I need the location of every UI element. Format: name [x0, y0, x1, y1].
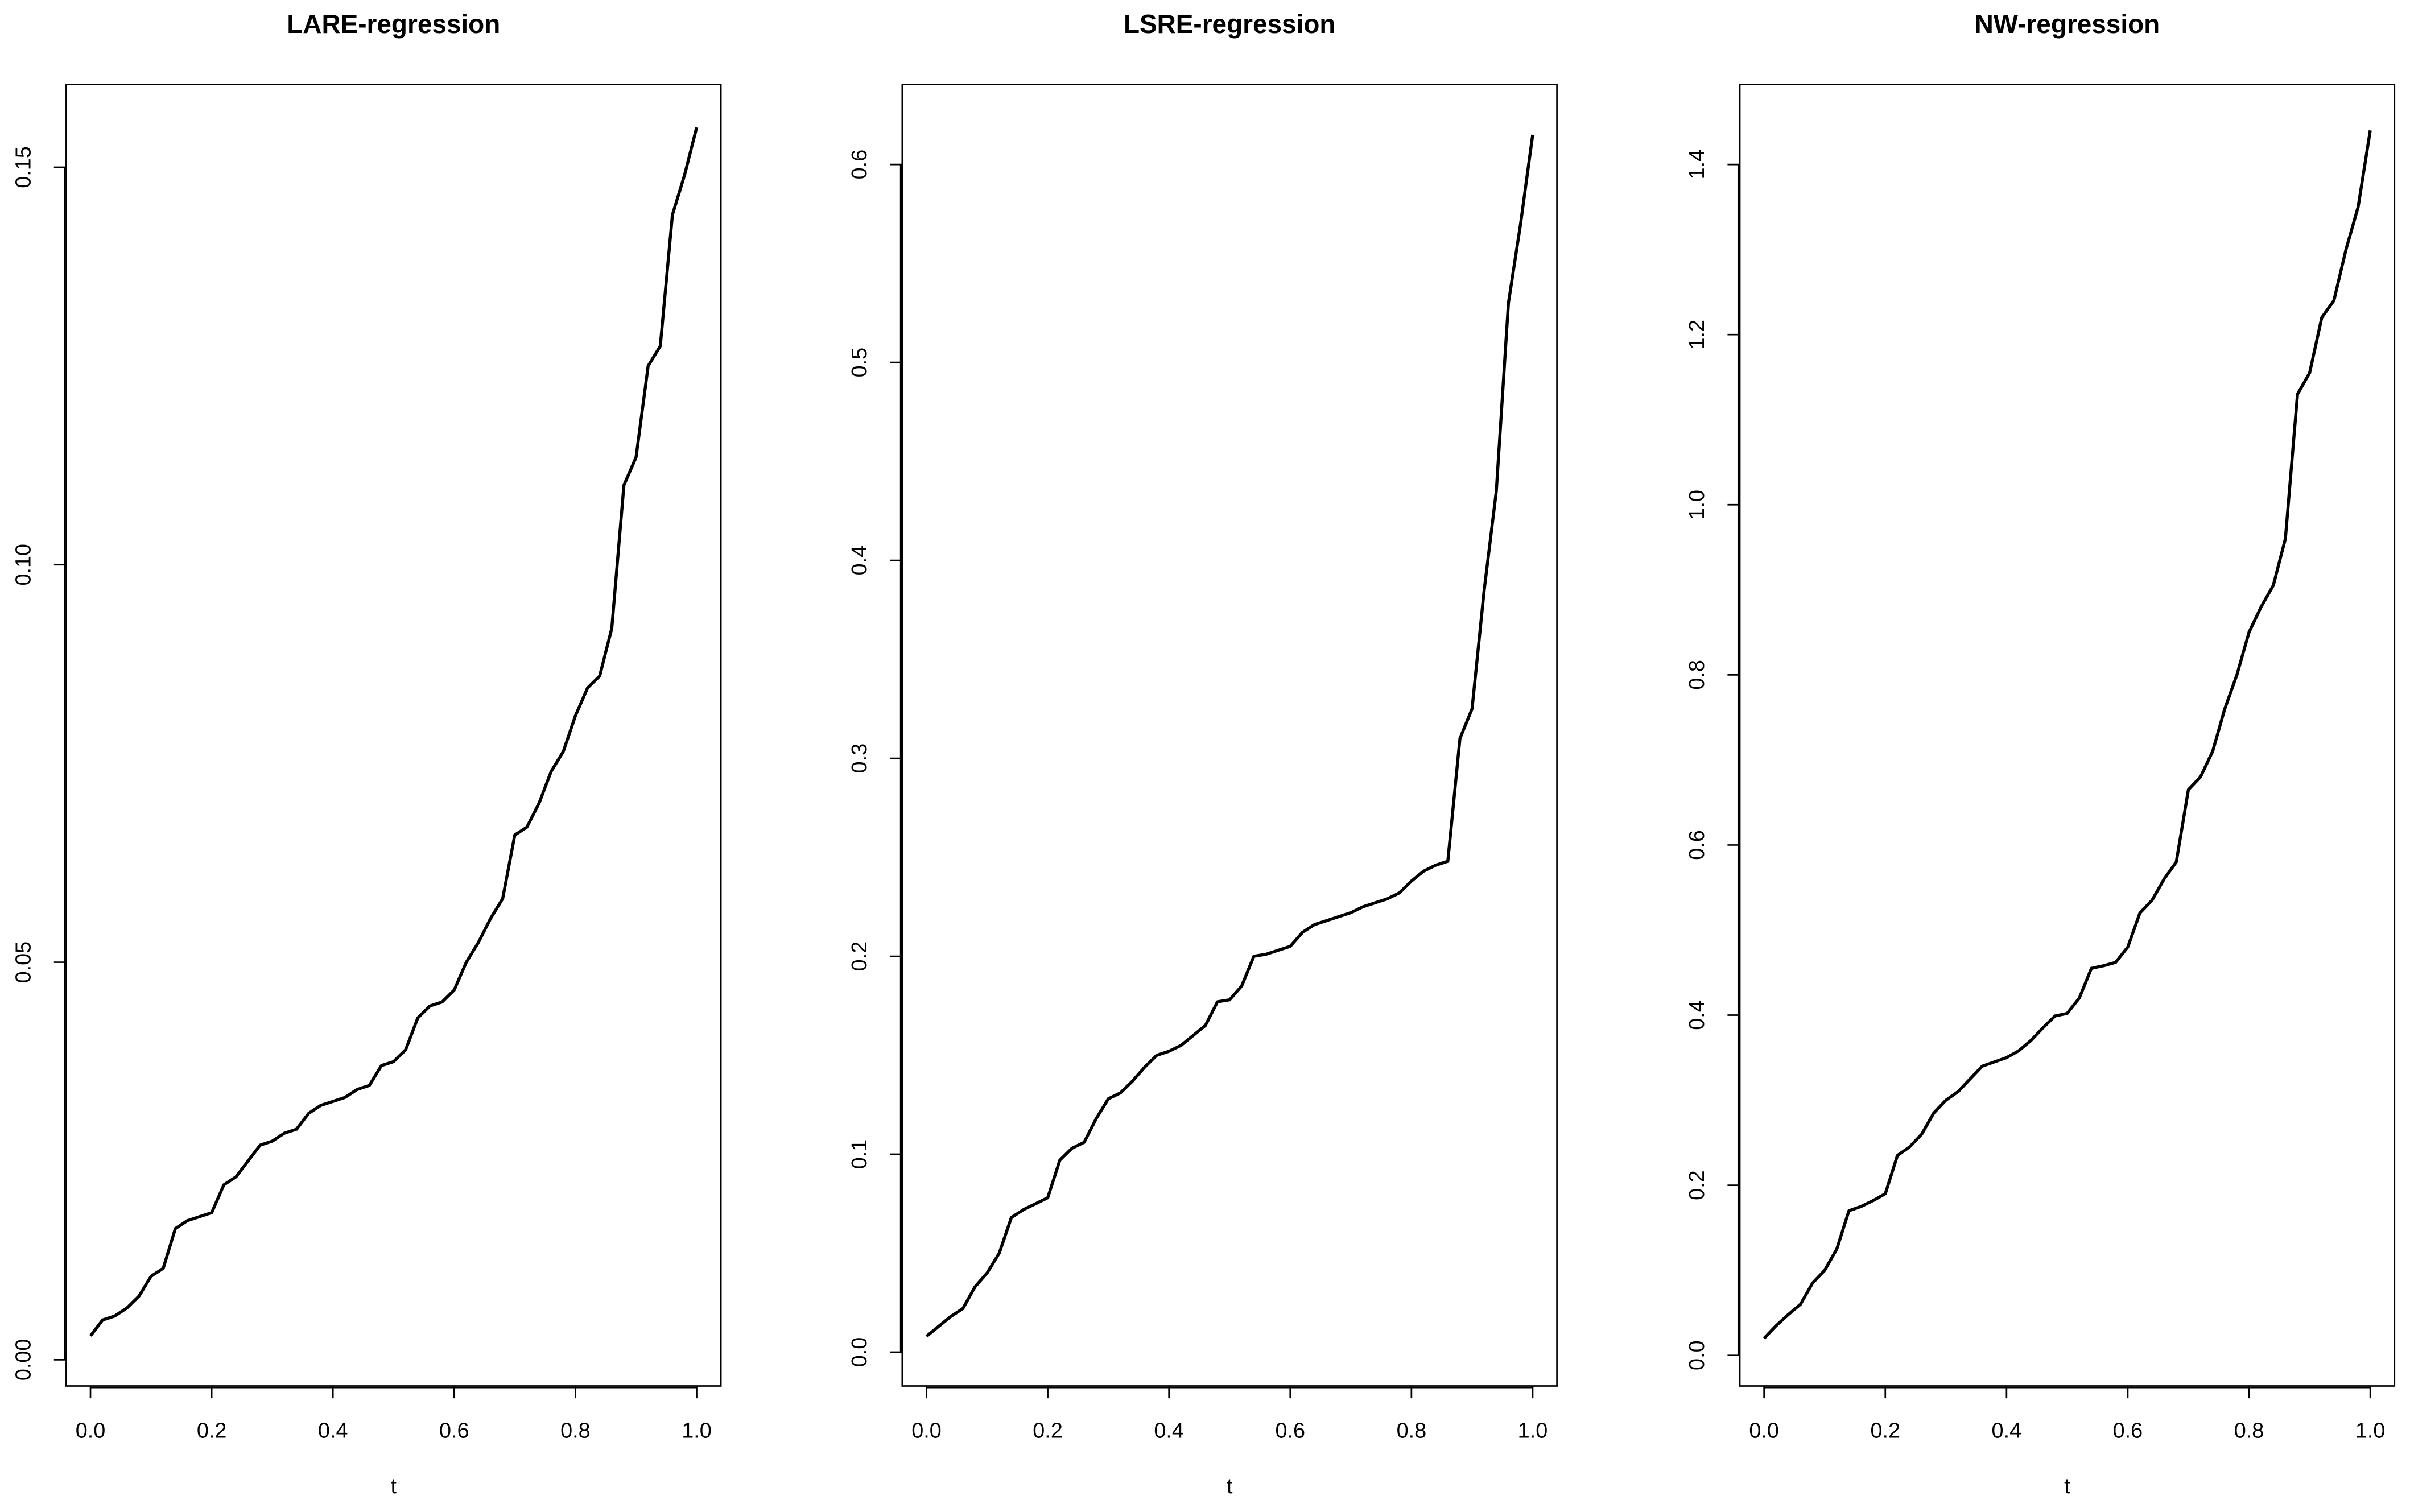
plot-frame: [1739, 84, 2396, 1387]
data-line: [89, 127, 699, 1337]
y-tick-label: 0.4: [1685, 1000, 1709, 1030]
chart-title: LARE-regression: [287, 9, 500, 39]
y-tick-label: 0.00: [11, 1339, 35, 1381]
x-axis-label: t: [1227, 1474, 1233, 1498]
y-tick-label: 0.15: [11, 146, 35, 188]
y-tick-label: 1.0: [1685, 490, 1709, 520]
y-tick-label: 1.2: [1685, 320, 1709, 350]
x-tick-label: 0.2: [1870, 1419, 1900, 1443]
x-axis-label: t: [390, 1474, 397, 1498]
x-tick-label: 0.4: [318, 1419, 348, 1443]
x-axis-label: t: [2064, 1474, 2070, 1498]
y-tick-label: 0.3: [848, 743, 872, 774]
x-tick-label: 0.6: [2113, 1419, 2143, 1443]
plot-frame: [901, 84, 1558, 1387]
y-tick-label: 0.0: [848, 1337, 872, 1368]
y-tick-label: 0.0: [1685, 1340, 1709, 1370]
x-tick-label: 0.8: [1397, 1419, 1427, 1443]
x-tick-label: 0.8: [2234, 1419, 2264, 1443]
x-tick-label: 0.4: [1992, 1419, 2022, 1443]
y-tick-label: 0.1: [848, 1139, 872, 1170]
plot-frame: [65, 84, 722, 1387]
y-tick-label: 1.4: [1685, 150, 1709, 180]
y-tick-label: 0.8: [1685, 660, 1709, 690]
x-tick-label: 1.0: [2355, 1419, 2386, 1443]
x-tick-label: 0.4: [1154, 1419, 1184, 1443]
x-tick-label: 1.0: [1518, 1419, 1548, 1443]
data-line: [925, 134, 1534, 1338]
y-tick-label: 0.5: [848, 348, 872, 378]
x-tick-label: 0.0: [911, 1419, 942, 1443]
x-tick-label: 0.6: [1275, 1419, 1305, 1443]
y-tick-label: 0.6: [1685, 830, 1709, 860]
x-tick-label: 0.8: [560, 1419, 591, 1443]
y-tick-label: 0.6: [848, 150, 872, 180]
x-tick-label: 0.2: [1033, 1419, 1063, 1443]
data-line: [1763, 130, 2372, 1340]
y-tick-label: 0.05: [11, 941, 35, 984]
y-tick-label: 0.10: [11, 544, 35, 586]
x-tick-label: 0.2: [197, 1419, 227, 1443]
x-tick-label: 0.0: [1749, 1419, 1779, 1443]
y-tick-label: 0.2: [1685, 1170, 1709, 1200]
x-tick-label: 1.0: [682, 1419, 712, 1443]
y-tick-label: 0.4: [848, 546, 872, 576]
y-tick-label: 0.2: [848, 941, 872, 972]
x-tick-label: 0.6: [439, 1419, 469, 1443]
x-tick-label: 0.0: [76, 1419, 106, 1443]
chart-title: NW-regression: [1975, 9, 2160, 39]
chart-title: LSRE-regression: [1124, 9, 1335, 39]
